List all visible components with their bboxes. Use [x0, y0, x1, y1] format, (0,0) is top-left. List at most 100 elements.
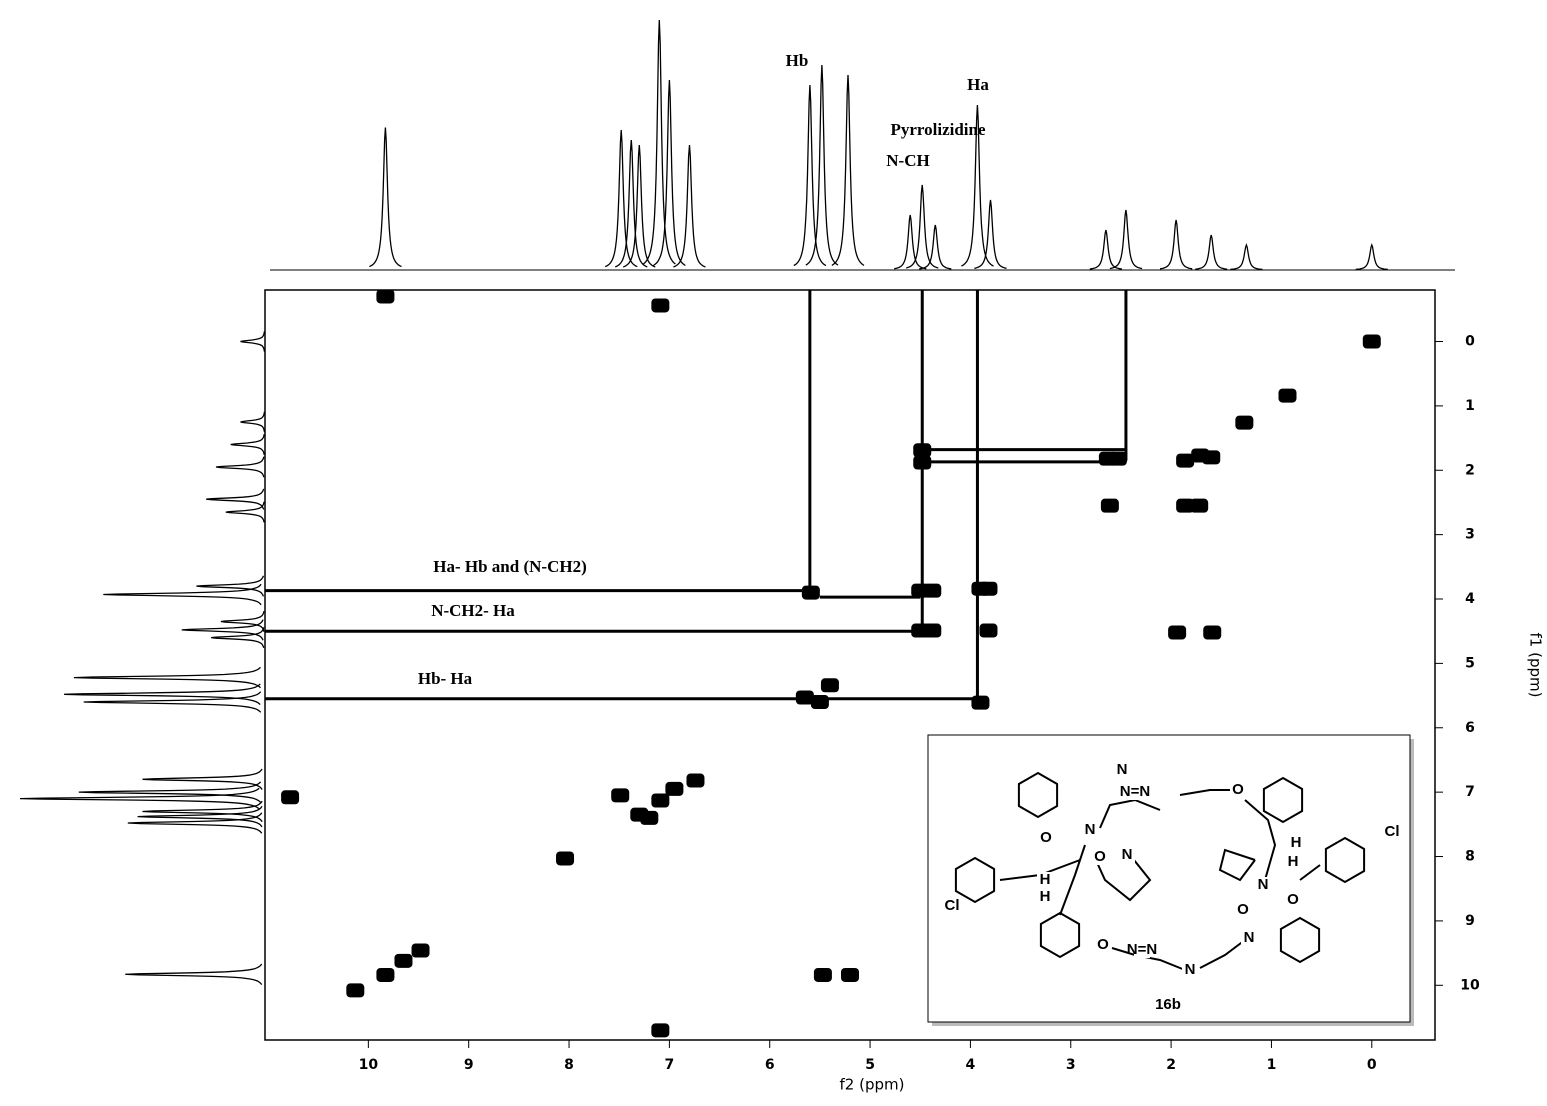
cross-peak	[1203, 625, 1222, 640]
projection-peak	[974, 199, 1007, 269]
atom-bg	[1241, 930, 1257, 946]
bond	[1299, 864, 1321, 881]
atom-bg	[1255, 877, 1271, 893]
projection-peak	[83, 691, 262, 713]
x-axis-label: f2 (ppm)	[840, 1076, 905, 1094]
projection-peak	[652, 79, 686, 267]
bond	[1218, 848, 1256, 882]
annotation: N-CH2- Ha	[431, 601, 515, 620]
projection-peak	[894, 214, 927, 270]
cross-peak	[913, 443, 932, 458]
cross-peak	[686, 773, 705, 788]
atom-bg	[1285, 892, 1301, 908]
y-tick-label: 3	[1465, 527, 1475, 543]
atom-label: O	[1287, 891, 1299, 908]
atom-label: O	[1232, 781, 1244, 798]
projection-peak	[230, 434, 265, 455]
atom-bg	[1285, 854, 1301, 870]
cross-peak	[640, 810, 659, 825]
cross-peak	[376, 289, 395, 304]
x-tick-label: 10	[359, 1057, 379, 1073]
ring	[1039, 911, 1081, 959]
atom-bg	[1037, 872, 1053, 888]
bond	[1244, 799, 1277, 881]
projection-peak	[181, 619, 264, 641]
atom-bg	[1235, 902, 1251, 918]
atom-label: N	[1244, 929, 1255, 946]
cross-peak	[841, 967, 859, 982]
x-tick-label: 4	[966, 1057, 976, 1073]
atom-bg	[1119, 847, 1135, 863]
projection-peak	[220, 611, 265, 632]
cross-peak	[611, 788, 630, 803]
bond	[1199, 939, 1246, 969]
atom-label: O	[1097, 936, 1109, 953]
cross-peak	[394, 953, 413, 968]
projection-peak	[919, 224, 952, 270]
cross-peak	[411, 943, 430, 958]
atom-bg	[1082, 822, 1098, 838]
projection-peak	[125, 963, 263, 986]
cross-peak	[820, 678, 839, 693]
projection-peak	[1355, 243, 1388, 271]
atom-bg	[1182, 962, 1198, 978]
cross-peak	[913, 455, 932, 470]
annotation: Ha- Hb and (N-CH2)	[433, 557, 586, 576]
cross-peak	[801, 585, 820, 600]
projection-peak	[805, 64, 839, 266]
y-tick-label: 6	[1465, 720, 1475, 736]
atom-label: N	[1185, 961, 1196, 978]
atom-label: O	[1094, 848, 1106, 865]
projection-peak	[642, 19, 676, 265]
cross-peak	[651, 298, 670, 313]
projection-peak	[73, 666, 261, 689]
atom-bg	[1037, 889, 1053, 905]
y-tick-label: 10	[1460, 977, 1480, 993]
bond	[1094, 854, 1152, 902]
x-tick-label: 5	[865, 1057, 875, 1073]
projection-peak	[142, 800, 263, 823]
annotation: Pyrrolizidine	[890, 120, 986, 139]
cross-peak	[813, 967, 832, 982]
y-tick-label: 4	[1465, 591, 1475, 607]
x-tick-label: 0	[1367, 1057, 1377, 1073]
x-tick-label: 3	[1066, 1057, 1076, 1073]
projection-peak	[211, 627, 265, 649]
atom-bg	[1095, 937, 1111, 953]
atom-label: H	[1040, 871, 1051, 888]
atom-bg	[1230, 782, 1246, 798]
cross-peak	[1176, 498, 1195, 513]
cross-peak	[1190, 498, 1209, 513]
projection-peak	[673, 144, 706, 268]
annotation: Hb- Ha	[418, 669, 473, 688]
projection-peak	[793, 84, 827, 267]
x-tick-label: 2	[1166, 1057, 1176, 1073]
x-tick-label: 6	[765, 1057, 775, 1073]
y-tick-label: 5	[1465, 655, 1475, 671]
x-tick-label: 1	[1267, 1057, 1277, 1073]
atom-bg	[1038, 830, 1054, 846]
atom-bg	[1114, 762, 1130, 778]
cross-peak	[346, 983, 365, 998]
atom-label: N=N	[1120, 783, 1150, 800]
structure-label: 16b	[1155, 996, 1181, 1013]
projection-peak	[240, 331, 266, 352]
atom-label: N=N	[1127, 941, 1157, 958]
atom-label: O	[1040, 829, 1052, 846]
cross-peak	[1098, 451, 1117, 466]
atom-bg	[1384, 824, 1400, 840]
atom-label: Cl	[945, 897, 960, 914]
cross-peak	[1168, 625, 1187, 640]
cross-peak	[651, 793, 670, 808]
cross-peak	[281, 790, 300, 805]
atom-label: O	[1237, 901, 1249, 918]
atom-bg	[1134, 942, 1150, 958]
cross-peak	[1362, 334, 1381, 349]
atom-bg	[944, 898, 960, 914]
projection-peak	[906, 184, 939, 269]
projection-peak	[1195, 234, 1228, 270]
bond	[1099, 798, 1161, 829]
annotation: Ha	[967, 75, 989, 94]
projection-peak	[622, 144, 656, 268]
